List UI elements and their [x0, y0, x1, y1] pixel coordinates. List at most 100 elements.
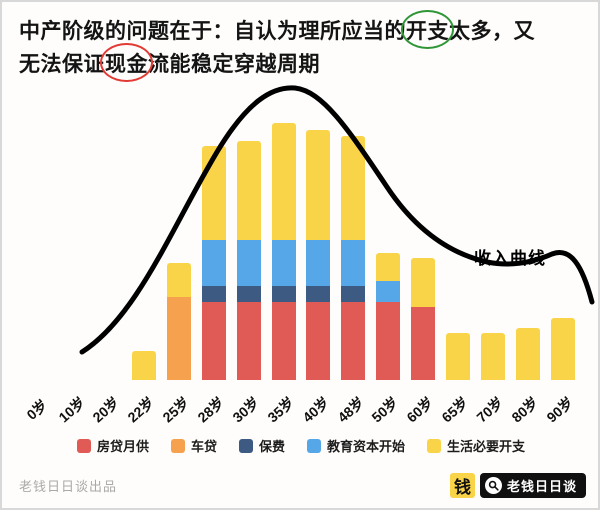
bar-column [371, 118, 406, 380]
x-axis-label: 40岁 [299, 393, 332, 426]
bar-column [545, 118, 580, 380]
title-text-2: 太多，又 [449, 20, 535, 43]
bar-segment [201, 286, 226, 302]
stacked-bar [236, 140, 261, 380]
x-axis-cell: 65岁 [439, 388, 476, 430]
stacked-bar [376, 252, 401, 380]
bar-segment [236, 239, 261, 287]
x-axis-cell: 50岁 [368, 388, 406, 430]
legend: 房贷月供 车贷 保费 教育资本开始 生活必要开支 [22, 436, 580, 455]
legend-item: 车贷 [170, 436, 217, 455]
bar-segment [201, 239, 226, 287]
legend-label: 保费 [258, 439, 285, 454]
legend-item: 教育资本开始 [307, 436, 405, 455]
bar-column [266, 118, 301, 380]
x-axis-label: 10岁 [54, 393, 88, 426]
bar-column [22, 118, 57, 380]
title-text-4: 流能稳定穿越周期 [148, 53, 320, 77]
stacked-bar [271, 122, 296, 380]
x-axis-label: 50岁 [368, 393, 402, 426]
x-axis-label: 65岁 [438, 393, 472, 426]
x-axis-label: 90岁 [543, 393, 576, 426]
title-word-expenses: 开支 [406, 20, 449, 43]
bar-segment [132, 351, 157, 380]
x-axis-label: 48岁 [333, 393, 367, 426]
bar-segment [411, 307, 436, 380]
x-axis-cell: 10岁 [54, 388, 92, 430]
bar-segment [341, 302, 366, 380]
bar-segment [201, 302, 226, 380]
bar-segment [341, 239, 366, 287]
legend-swatch [76, 438, 91, 453]
legend-item: 生活必要开支 [427, 436, 525, 455]
bar-segment [515, 328, 540, 380]
bar-column [57, 118, 92, 380]
x-axis-cell: 28岁 [194, 388, 231, 430]
title-text-1: 中产阶级的问题在于：自认为理所应当的 [19, 20, 406, 43]
legend-swatch [170, 438, 185, 453]
credit-text: 老钱日日谈出品 [19, 479, 118, 494]
bar-segment [306, 239, 331, 287]
bar-segment [236, 302, 261, 380]
bar-column [231, 118, 266, 380]
bar-segment [411, 257, 436, 308]
x-axis-label: 60岁 [403, 393, 437, 426]
bar-segment [480, 333, 505, 380]
title-text-3: 无法保证 [19, 53, 105, 77]
bar-column [127, 118, 162, 380]
stacked-bar [480, 333, 505, 380]
stacked-bar [515, 328, 540, 380]
x-axis-cell: 30岁 [229, 388, 266, 430]
bar-segment [550, 317, 575, 380]
x-axis-cell: 60岁 [404, 388, 441, 430]
bar-segment [341, 286, 366, 302]
stacked-bar [341, 135, 366, 380]
bar-segment [306, 286, 331, 302]
x-axis-label: 0岁 [23, 396, 50, 423]
stacked-bar [306, 130, 331, 380]
legend-item: 保费 [238, 436, 285, 455]
x-axis-cell: 40岁 [299, 388, 336, 430]
stacked-bar [132, 351, 157, 380]
x-axis-cell: 90岁 [543, 388, 580, 430]
legend-swatch [427, 438, 442, 453]
legend-label: 车贷 [190, 439, 217, 454]
title-word-cash: 现金 [105, 53, 148, 77]
bar-column [336, 118, 371, 380]
stacked-bar [411, 257, 436, 380]
bar-segment [166, 296, 191, 380]
x-axis-label: 30岁 [229, 393, 263, 426]
bar-segment [445, 333, 470, 380]
x-axis-label: 28岁 [194, 393, 228, 426]
footer: 老钱日日谈出品 钱 老钱日日谈 [19, 473, 586, 498]
search-icon [484, 477, 502, 494]
x-axis-label: 35岁 [264, 393, 297, 426]
x-axis-cell: 70岁 [473, 388, 510, 430]
x-axis: 0岁 10岁 20岁 22岁 25岁 28岁 30岁 35岁 40岁 48岁 50岁 60岁 65岁 70… [22, 388, 580, 430]
stacked-bar [445, 333, 470, 380]
x-axis-label: 22岁 [124, 393, 158, 426]
bar-segment [271, 286, 296, 302]
bar-segment [236, 286, 261, 302]
bar-segment [166, 263, 191, 297]
x-axis-cell: 20岁 [90, 388, 127, 430]
bar-segment [306, 130, 331, 240]
page-title: 中产阶级的问题在于：自认为理所应当的开支太多，又 无法保证现金流能稳定穿越周期 [2, 2, 598, 83]
legend-label: 教育资本开始 [327, 439, 406, 454]
x-axis-cell: 25岁 [160, 388, 197, 430]
stacked-bar [166, 263, 191, 380]
bar-segment [271, 302, 296, 380]
logo-monogram: 钱 [449, 473, 475, 498]
bar-segment [201, 146, 226, 240]
brand-logo: 钱 老钱日日谈 [449, 473, 586, 498]
x-axis-cell: 35岁 [264, 388, 301, 430]
bar-segment [341, 135, 366, 240]
red-circle-annotation: 现金 [100, 43, 153, 83]
bar-column [406, 118, 441, 380]
x-axis-label: 80岁 [508, 393, 542, 426]
bar-segment [376, 302, 401, 380]
bar-segment [236, 140, 261, 240]
stacked-bar [201, 146, 226, 380]
legend-swatch [238, 438, 253, 453]
